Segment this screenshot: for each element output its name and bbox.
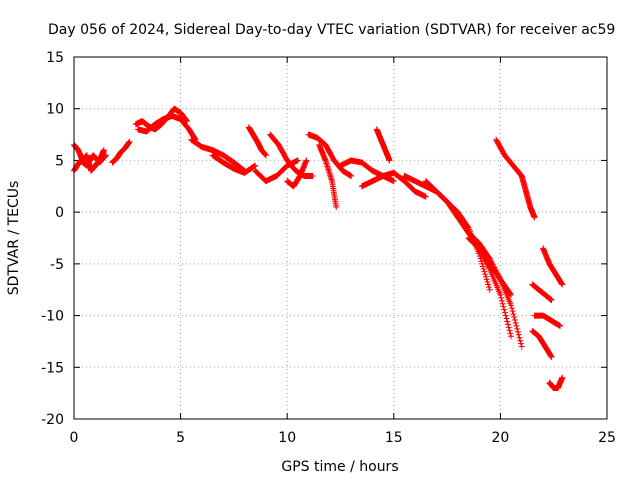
plus-markers [188, 136, 248, 174]
y-tick-label: 15 [46, 50, 64, 66]
grid-lines [74, 57, 607, 419]
series-arc12 [305, 131, 355, 179]
plus-markers [245, 124, 269, 159]
series-arc25 [531, 312, 564, 329]
series-arc6 [188, 136, 248, 174]
plus-markers [267, 131, 316, 179]
plus-markers [529, 328, 555, 360]
plus-markers [529, 281, 555, 304]
plus-markers [109, 138, 133, 166]
plus-markers [209, 152, 259, 176]
series-arc3 [109, 138, 133, 166]
plus-markers [531, 312, 564, 329]
series-arc18 [422, 178, 515, 340]
y-tick-label: 10 [46, 102, 64, 118]
series-arc27 [546, 374, 566, 391]
y-tick-label: -20 [41, 412, 64, 428]
series-arc8 [245, 124, 269, 159]
series-arc20 [465, 235, 515, 298]
series-arc10 [267, 131, 316, 179]
series-arc11 [284, 157, 310, 190]
plot-frame [73, 56, 608, 420]
plus-markers [540, 245, 566, 288]
series-arc16 [358, 169, 429, 200]
series-arc24 [529, 328, 555, 360]
series-arc26 [540, 245, 566, 288]
y-tick-label: -10 [41, 309, 64, 325]
plus-markers [454, 209, 525, 350]
series-arc7 [209, 152, 259, 176]
y-tick-label: -15 [41, 360, 64, 376]
series-arc23 [529, 281, 555, 304]
x-tick-label: 0 [70, 430, 79, 446]
y-tick-label: 5 [55, 153, 64, 169]
x-tick-label: 15 [385, 430, 403, 446]
plus-markers [465, 235, 515, 298]
axis-ticks: 0 5 10 15 20 25 15 10 5 0 -5 -10 -15 -20 [41, 50, 616, 446]
series-arc21 [493, 136, 525, 179]
series-arc13 [316, 141, 340, 210]
plus-markers [358, 169, 429, 200]
x-tick-label: 25 [598, 430, 616, 446]
plus-markers [316, 141, 340, 210]
series-arc19 [454, 209, 525, 350]
y-axis-label: SDTVAR / TECUs [6, 181, 22, 296]
plus-markers [305, 131, 355, 179]
plus-markers [518, 172, 538, 221]
x-tick-label: 10 [278, 430, 296, 446]
x-axis-label: GPS time / hours [281, 459, 398, 475]
x-tick-label: 20 [491, 430, 509, 446]
plus-markers [373, 126, 393, 164]
series-arc22 [518, 172, 538, 221]
plus-markers [134, 112, 199, 143]
data-points [71, 105, 566, 391]
plus-markers [422, 178, 515, 340]
y-tick-label: 0 [55, 205, 64, 221]
series-arc5 [134, 112, 199, 143]
y-tick-label: -5 [50, 257, 64, 273]
plus-markers [493, 136, 525, 179]
x-tick-label: 5 [176, 430, 185, 446]
series-arc15 [373, 126, 393, 164]
plus-markers [546, 374, 566, 391]
plus-markers [284, 157, 310, 190]
chart-title: Day 056 of 2024, Sidereal Day-to-day VTE… [48, 22, 615, 38]
